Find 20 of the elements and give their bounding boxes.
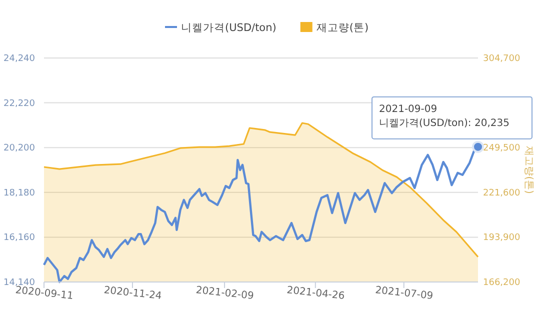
x-tick-label: 2020-11-24	[103, 285, 162, 302]
y2-axis-title: 재고량(톤)	[523, 146, 534, 194]
legend-label: 니켈가격(USD/ton)	[181, 22, 276, 34]
legend-label: 재고량(톤)	[316, 22, 369, 34]
annotation: 2021-09-09 니켈가격(USD/ton): 20,235	[379, 104, 510, 129]
y2-tick-label: 249,500	[483, 143, 520, 154]
y2-tick-label: 166,200	[483, 278, 520, 288]
y2-tick-label: 304,700	[483, 54, 520, 64]
y-tick-label: 24,240	[4, 54, 36, 64]
x-tick-label: 2021-04-26	[286, 285, 346, 302]
y-tick-label: 18,180	[4, 188, 36, 198]
x-tick-label: 2021-07-09	[374, 285, 434, 302]
y2-tick-label: 193,900	[483, 233, 520, 244]
y-tick-label: 16,160	[4, 233, 36, 244]
y2-tick-label: 221,600	[483, 188, 520, 198]
tooltip: 2021-09-09 니켈가격(USD/ton): 20,235	[372, 96, 532, 140]
x-tick-label: 2020-09-11	[14, 285, 74, 302]
x-tick-label: 2021-02-09	[195, 285, 254, 302]
y-tick-label: 20,200	[4, 144, 36, 154]
y-tick-label: 22,220	[4, 98, 36, 109]
